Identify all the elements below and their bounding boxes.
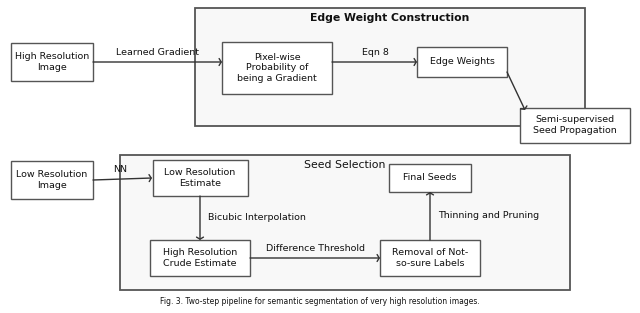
Text: Seed Selection: Seed Selection — [304, 160, 386, 170]
Bar — [222, 42, 332, 94]
Text: Learned Gradient: Learned Gradient — [115, 48, 198, 57]
Text: Thinning and Pruning: Thinning and Pruning — [438, 212, 539, 220]
Bar — [11, 43, 93, 81]
Bar — [11, 161, 93, 199]
Bar — [150, 240, 250, 276]
Text: Eqn 8: Eqn 8 — [362, 48, 388, 57]
Text: Edge Weights: Edge Weights — [429, 58, 495, 66]
Text: Semi-supervised
Seed Propagation: Semi-supervised Seed Propagation — [533, 115, 617, 135]
Bar — [380, 240, 480, 276]
Bar — [152, 160, 248, 196]
Text: NN: NN — [113, 165, 127, 174]
Text: Fig. 3. Two-step pipeline for semantic segmentation of very high resolution imag: Fig. 3. Two-step pipeline for semantic s… — [160, 297, 480, 306]
Bar — [120, 155, 570, 290]
Text: Final Seeds: Final Seeds — [403, 173, 457, 182]
Text: Pixel-wise
Probability of
being a Gradient: Pixel-wise Probability of being a Gradie… — [237, 53, 317, 83]
Bar — [417, 47, 507, 77]
Text: High Resolution
Crude Estimate: High Resolution Crude Estimate — [163, 248, 237, 268]
Text: Bicubic Interpolation: Bicubic Interpolation — [208, 213, 306, 223]
Bar — [520, 107, 630, 142]
Text: Low Resolution
Estimate: Low Resolution Estimate — [164, 168, 236, 188]
Bar — [389, 164, 471, 192]
Text: High Resolution
Image: High Resolution Image — [15, 52, 89, 72]
Text: Edge Weight Construction: Edge Weight Construction — [310, 13, 470, 23]
Text: Low Resolution
Image: Low Resolution Image — [17, 170, 88, 190]
Bar — [195, 8, 585, 126]
Text: Difference Threshold: Difference Threshold — [266, 244, 365, 253]
Text: Removal of Not-
so-sure Labels: Removal of Not- so-sure Labels — [392, 248, 468, 268]
